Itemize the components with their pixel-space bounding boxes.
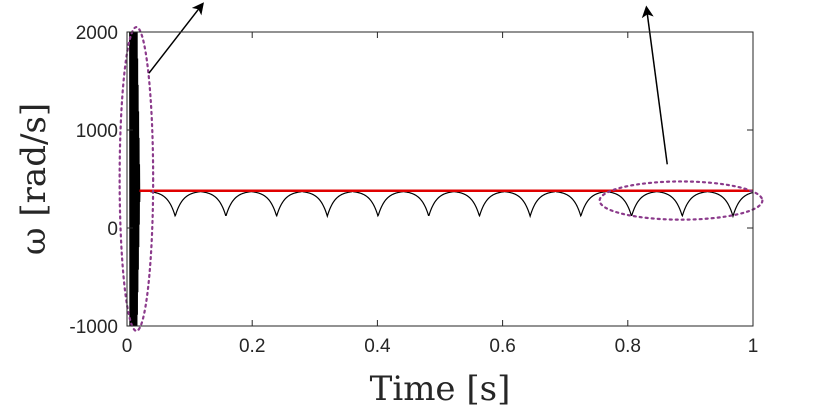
startup-oscillation-band [130,32,135,326]
y-tick-label: -1000 [69,317,118,338]
x-tick-label: 0.8 [615,336,641,357]
y-tick-label: 0 [107,219,118,240]
x-tick-label: 0.4 [364,336,391,357]
annotation-arrow [641,5,668,165]
y-tick-label: 2000 [76,23,118,44]
x-tick-label: 0.2 [239,336,265,357]
y-axis-title: ω [rad/s] [14,103,54,255]
plot-background [127,32,753,326]
annotation-arrow [148,2,204,74]
highlight-ellipse [118,26,155,332]
plot-box [126,31,754,327]
x-axis-ticks: 0 0.2 0.4 0.6 0.8 1 [122,32,759,357]
speed-line [139,189,753,219]
x-axis-title: Time [s] [370,369,511,409]
annotation-layer [118,2,764,332]
x-tick-label: 1 [748,336,759,357]
highlight-ellipse [598,180,764,221]
x-tick-label: 0 [122,336,133,357]
y-axis-ticks: -1000 0 1000 2000 [69,23,753,338]
y-tick-label: 1000 [76,121,118,142]
x-tick-label: 0.6 [489,336,515,357]
